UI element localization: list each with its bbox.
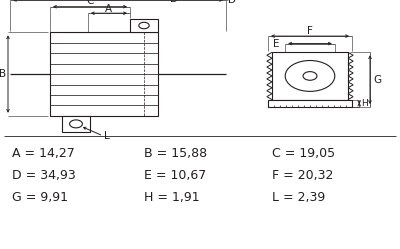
- Bar: [62, 116, 90, 132]
- Text: F: F: [307, 26, 313, 36]
- Text: D = 34,93: D = 34,93: [12, 169, 76, 182]
- Bar: [272, 52, 348, 100]
- Circle shape: [70, 120, 82, 128]
- Text: B = 15,88: B = 15,88: [144, 147, 207, 160]
- Text: B: B: [0, 69, 6, 79]
- Text: A: A: [105, 4, 112, 14]
- Bar: [130, 19, 158, 32]
- Bar: [268, 100, 352, 107]
- Text: C = 19,05: C = 19,05: [272, 147, 335, 160]
- Text: D: D: [170, 0, 178, 4]
- Text: F = 20,32: F = 20,32: [272, 169, 333, 182]
- Text: G: G: [373, 75, 381, 85]
- Circle shape: [303, 72, 317, 80]
- Text: L = 2,39: L = 2,39: [272, 191, 325, 204]
- Text: D: D: [228, 0, 236, 5]
- Text: E = 10,67: E = 10,67: [144, 169, 206, 182]
- Text: L: L: [104, 131, 110, 141]
- Text: C: C: [86, 0, 94, 6]
- Text: G = 9,91: G = 9,91: [12, 191, 68, 204]
- Circle shape: [139, 22, 149, 29]
- Text: H: H: [362, 99, 368, 108]
- Text: H = 1,91: H = 1,91: [144, 191, 200, 204]
- Circle shape: [285, 61, 335, 91]
- Text: E: E: [273, 39, 280, 49]
- Text: A = 14,27: A = 14,27: [12, 147, 75, 160]
- Bar: [50, 32, 158, 116]
